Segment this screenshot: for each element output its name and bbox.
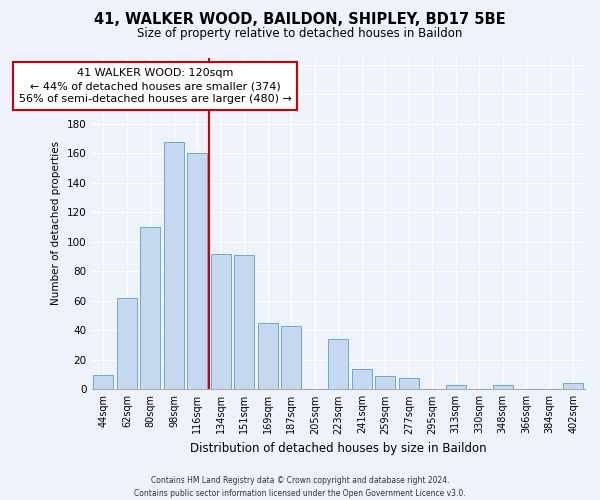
Bar <box>164 142 184 390</box>
Y-axis label: Number of detached properties: Number of detached properties <box>52 142 61 306</box>
Text: 41 WALKER WOOD: 120sqm
← 44% of detached houses are smaller (374)
56% of semi-de: 41 WALKER WOOD: 120sqm ← 44% of detached… <box>19 68 292 104</box>
Bar <box>563 384 583 390</box>
Bar <box>376 376 395 390</box>
Bar <box>399 378 419 390</box>
Text: Contains HM Land Registry data © Crown copyright and database right 2024.
Contai: Contains HM Land Registry data © Crown c… <box>134 476 466 498</box>
Bar <box>94 374 113 390</box>
Bar <box>211 254 231 390</box>
Bar <box>328 339 349 390</box>
Bar <box>140 227 160 390</box>
Text: 41, WALKER WOOD, BAILDON, SHIPLEY, BD17 5BE: 41, WALKER WOOD, BAILDON, SHIPLEY, BD17 … <box>94 12 506 28</box>
Bar <box>352 368 372 390</box>
Bar <box>446 385 466 390</box>
X-axis label: Distribution of detached houses by size in Baildon: Distribution of detached houses by size … <box>190 442 487 455</box>
Bar <box>235 255 254 390</box>
Bar <box>117 298 137 390</box>
Bar <box>493 385 513 390</box>
Bar <box>258 323 278 390</box>
Bar <box>281 326 301 390</box>
Bar <box>187 154 208 390</box>
Text: Size of property relative to detached houses in Baildon: Size of property relative to detached ho… <box>137 28 463 40</box>
